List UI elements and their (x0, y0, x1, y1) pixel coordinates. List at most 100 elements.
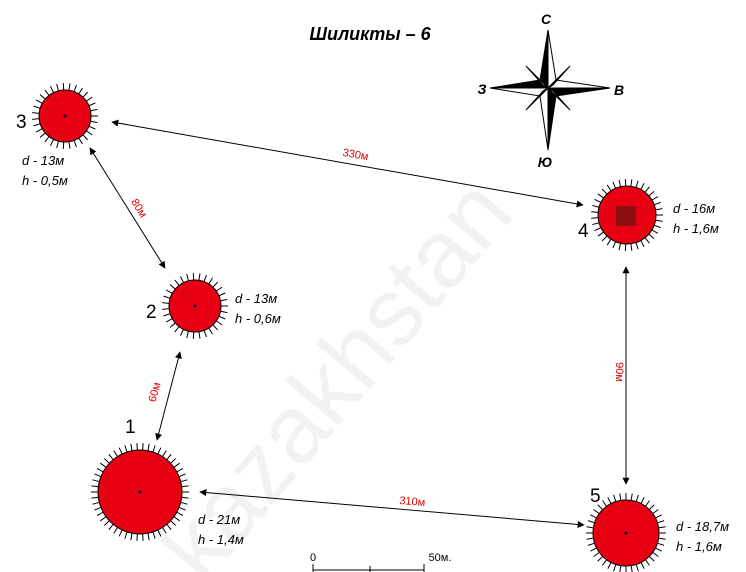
hachure (35, 99, 43, 104)
hachure (44, 89, 50, 96)
hachure (216, 320, 223, 326)
hachure (173, 516, 180, 522)
hachure (124, 531, 128, 539)
hachure (644, 186, 650, 193)
center-dot (138, 490, 142, 494)
pit (616, 206, 636, 226)
hachure (658, 526, 666, 529)
hachure (180, 276, 184, 283)
hachure (593, 509, 600, 515)
hachure (651, 229, 659, 234)
hachure (630, 243, 633, 251)
hachure (640, 562, 645, 569)
hachure (130, 533, 133, 541)
hachure (33, 123, 41, 127)
mound-number: 5 (590, 486, 601, 507)
hachure (591, 211, 599, 213)
hachure (56, 83, 59, 91)
hachure (163, 313, 171, 317)
hachure (68, 83, 71, 91)
hachure (50, 139, 54, 146)
hachure (630, 179, 633, 187)
hachure (118, 447, 123, 455)
hachure (590, 547, 597, 552)
hachure (630, 493, 633, 501)
hachure (652, 509, 659, 515)
hachure (648, 190, 655, 197)
hachure (618, 243, 622, 251)
hachure (108, 453, 114, 460)
hachure (601, 188, 608, 195)
hachure (92, 501, 100, 505)
distance-label: 80м (128, 197, 149, 220)
hachure (587, 520, 595, 524)
mound (32, 83, 98, 149)
hachure (91, 496, 99, 499)
hachure (635, 242, 639, 250)
center-dot (193, 304, 197, 308)
hachure (635, 180, 639, 188)
hachure (152, 445, 156, 453)
hachure (203, 274, 207, 282)
hachure (203, 330, 207, 338)
hachure (73, 84, 77, 92)
hachure (50, 86, 54, 93)
distance-label: 90м (613, 362, 625, 382)
hachure (612, 241, 617, 249)
hachure (644, 500, 650, 507)
hachure (82, 91, 89, 98)
hachure (173, 462, 180, 468)
hachure (103, 520, 110, 526)
hachure (68, 141, 71, 149)
hachure (655, 208, 663, 211)
hachure (613, 494, 617, 502)
hachure (652, 551, 659, 557)
hachure (147, 443, 150, 451)
hachure (169, 284, 176, 290)
hachure (186, 273, 189, 281)
hachure (592, 222, 600, 226)
hachure (56, 141, 59, 149)
hachure (78, 137, 83, 145)
hachure (648, 504, 655, 511)
hachure (94, 506, 102, 511)
mound-diameter: d - 18,7м (676, 519, 729, 534)
hachure (657, 520, 665, 524)
hachure (91, 485, 99, 488)
hachure (212, 281, 219, 288)
hachure (619, 565, 622, 572)
hachure (640, 183, 645, 190)
hachure (166, 453, 172, 460)
distance-label: 330м (342, 147, 370, 163)
hachure (162, 308, 170, 310)
mound-height: h - 0,5м (22, 173, 68, 188)
hachure (640, 240, 645, 247)
hachure (166, 524, 172, 531)
mound-number: 3 (16, 112, 27, 133)
hachure (44, 136, 50, 143)
hachure (640, 497, 645, 504)
mound-height: h - 1,4м (198, 532, 244, 547)
hachure (181, 485, 189, 488)
distance-arrow (199, 489, 585, 528)
hachure (178, 473, 186, 478)
hachure (176, 511, 184, 517)
hachure (86, 130, 93, 136)
distance-arrow (111, 119, 584, 208)
hachure (157, 447, 162, 455)
hachure (597, 193, 604, 199)
hachure (96, 467, 104, 473)
mound-height: h - 0,6м (235, 311, 281, 326)
hachure (39, 94, 46, 100)
scale-end: 50м. (429, 552, 452, 564)
distance-label: 310м (399, 495, 426, 509)
mound-diameter: d - 16м (673, 201, 715, 216)
hachure (653, 224, 661, 229)
hachure (218, 315, 226, 320)
hachure (88, 125, 96, 130)
hachure (607, 562, 612, 569)
hachure (658, 537, 666, 540)
center-dot (624, 531, 628, 535)
hachure (619, 493, 622, 501)
hachure (208, 327, 213, 335)
